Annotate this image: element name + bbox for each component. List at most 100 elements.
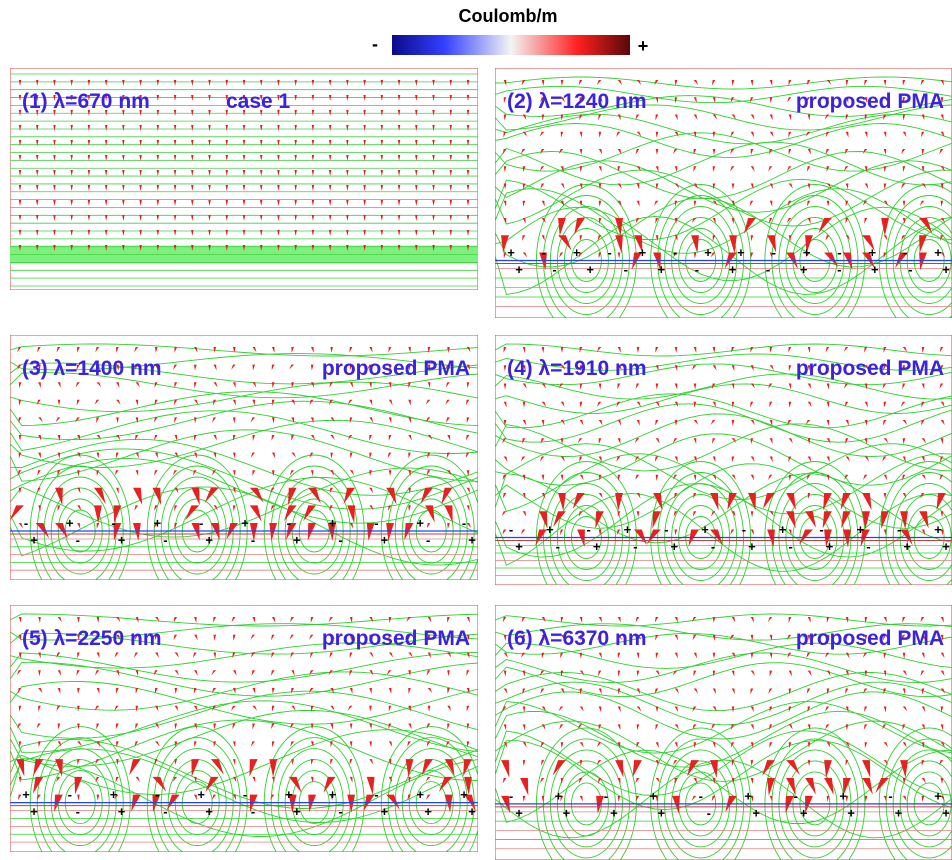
- charge-sign: +: [610, 805, 618, 820]
- charge-sign: +: [329, 515, 337, 530]
- charge-sign: +: [650, 788, 658, 803]
- charge-sign: +: [903, 539, 911, 554]
- charge-sign: -: [509, 522, 513, 537]
- charge-sign: +: [563, 805, 571, 820]
- panel-note: proposed PMA: [796, 90, 944, 113]
- charge-sign: +: [942, 262, 950, 277]
- charge-sign: -: [374, 787, 378, 802]
- charge-sign: +: [30, 804, 38, 819]
- figure: Coulomb/m - + (1) λ=670 nmcase 1+-+-+-++…: [0, 0, 952, 860]
- charge-sign: +: [748, 539, 756, 554]
- charge-sign: +: [241, 515, 249, 530]
- charge-sign: +: [205, 532, 213, 547]
- panel-label: (2) λ=1240 nm: [507, 90, 647, 113]
- charge-sign: +: [869, 245, 877, 260]
- charge-sign: +: [424, 804, 432, 819]
- charge-sign: +: [416, 787, 424, 802]
- charge-sign: -: [633, 539, 637, 554]
- charge-sign: +: [30, 532, 38, 547]
- charge-sign: -: [711, 539, 715, 554]
- charge-sign: +: [895, 805, 903, 820]
- colorbar-title: Coulomb/m: [459, 6, 558, 26]
- charge-sign: +: [704, 245, 712, 260]
- charge-sign: -: [68, 787, 72, 802]
- panel-label: (4) λ=1910 nm: [507, 357, 647, 380]
- charge-sign: -: [542, 245, 546, 260]
- charge-sign: -: [374, 515, 378, 530]
- charge-sign: +: [934, 245, 942, 260]
- charge-sign: -: [789, 539, 793, 554]
- charge-sign: +: [460, 787, 468, 802]
- charge-sign: +: [593, 539, 601, 554]
- charge-sign: -: [903, 245, 907, 260]
- charge-sign: +: [729, 262, 737, 277]
- charge-sign: +: [800, 262, 808, 277]
- charge-sign: +: [285, 787, 293, 802]
- panel-label: (1) λ=670 nm: [22, 90, 150, 113]
- charge-sign: -: [624, 262, 628, 277]
- charge-sign: +: [555, 788, 563, 803]
- charge-sign: -: [604, 788, 608, 803]
- charge-sign: -: [199, 515, 203, 530]
- charge-sign: -: [837, 245, 841, 260]
- charge-sign: -: [772, 245, 776, 260]
- panel: (1) λ=670 nm case 1: [10, 68, 478, 290]
- charge-sign: -: [607, 245, 611, 260]
- charge-sign: +: [839, 788, 847, 803]
- charge-sign: -: [338, 804, 342, 819]
- charge-sign: +: [293, 804, 301, 819]
- charge-sign: -: [76, 804, 80, 819]
- charge-sign: +: [942, 539, 950, 554]
- charge-sign: -: [287, 515, 291, 530]
- charge-sign: +: [110, 787, 118, 802]
- charge-sign: -: [243, 787, 247, 802]
- panel-note: case 1: [226, 90, 291, 113]
- charge-sign: +: [381, 532, 389, 547]
- charge-sign: +: [118, 804, 126, 819]
- charge-sign: +: [701, 522, 709, 537]
- charge-sign: -: [664, 522, 668, 537]
- charge-sign: +: [857, 522, 865, 537]
- charge-sign: -: [552, 262, 556, 277]
- charge-sign: -: [76, 532, 80, 547]
- panel: -+-+-+-+-+-+-+-+-+-+-+(3) λ=1400 nmpropo…: [10, 335, 481, 607]
- panel: +-+-+-++-+++-+-+-+-+++(5) λ=2250 nmpropo…: [10, 605, 481, 860]
- charge-sign: +: [624, 522, 632, 537]
- charge-sign: +: [66, 515, 74, 530]
- charge-sign: +: [670, 539, 678, 554]
- charge-sign: +: [737, 245, 745, 260]
- charge-sign: -: [462, 515, 466, 530]
- charge-sign: -: [707, 805, 711, 820]
- charge-sign: +: [803, 245, 811, 260]
- charge-sign: -: [509, 788, 513, 803]
- charge-sign: +: [329, 787, 337, 802]
- charge-sign: +: [515, 262, 523, 277]
- panel-note: proposed PMA: [322, 357, 470, 380]
- charge-sign: -: [793, 788, 797, 803]
- charge-sign: -: [586, 522, 590, 537]
- charge-sign: +: [779, 522, 787, 537]
- charge-sign: +: [118, 532, 126, 547]
- panel-note: proposed PMA: [322, 627, 470, 650]
- panel-note: proposed PMA: [796, 357, 944, 380]
- panel-note: proposed PMA: [796, 627, 944, 650]
- charge-sign: -: [251, 804, 255, 819]
- charge-sign: +: [573, 245, 581, 260]
- panel-label: (5) λ=2250 nm: [22, 627, 162, 650]
- charge-sign: -: [742, 522, 746, 537]
- charge-sign: -: [908, 262, 912, 277]
- charge-sign: -: [111, 515, 115, 530]
- charge-sign: +: [515, 539, 523, 554]
- colorbar: [392, 35, 630, 55]
- charge-sign: +: [942, 805, 950, 820]
- charge-sign: -: [163, 532, 167, 547]
- charge-sign: +: [934, 522, 942, 537]
- charge-sign: -: [251, 532, 255, 547]
- charge-sign: +: [639, 245, 647, 260]
- charge-sign: +: [468, 804, 476, 819]
- panel: -+-+-+-+-+-++-+-+-+-+-++(4) λ=1910 nmpro…: [495, 335, 952, 614]
- charge-sign: -: [866, 539, 870, 554]
- charge-sign: +: [515, 805, 523, 820]
- charge-sign: +: [744, 788, 752, 803]
- charge-sign: +: [154, 515, 162, 530]
